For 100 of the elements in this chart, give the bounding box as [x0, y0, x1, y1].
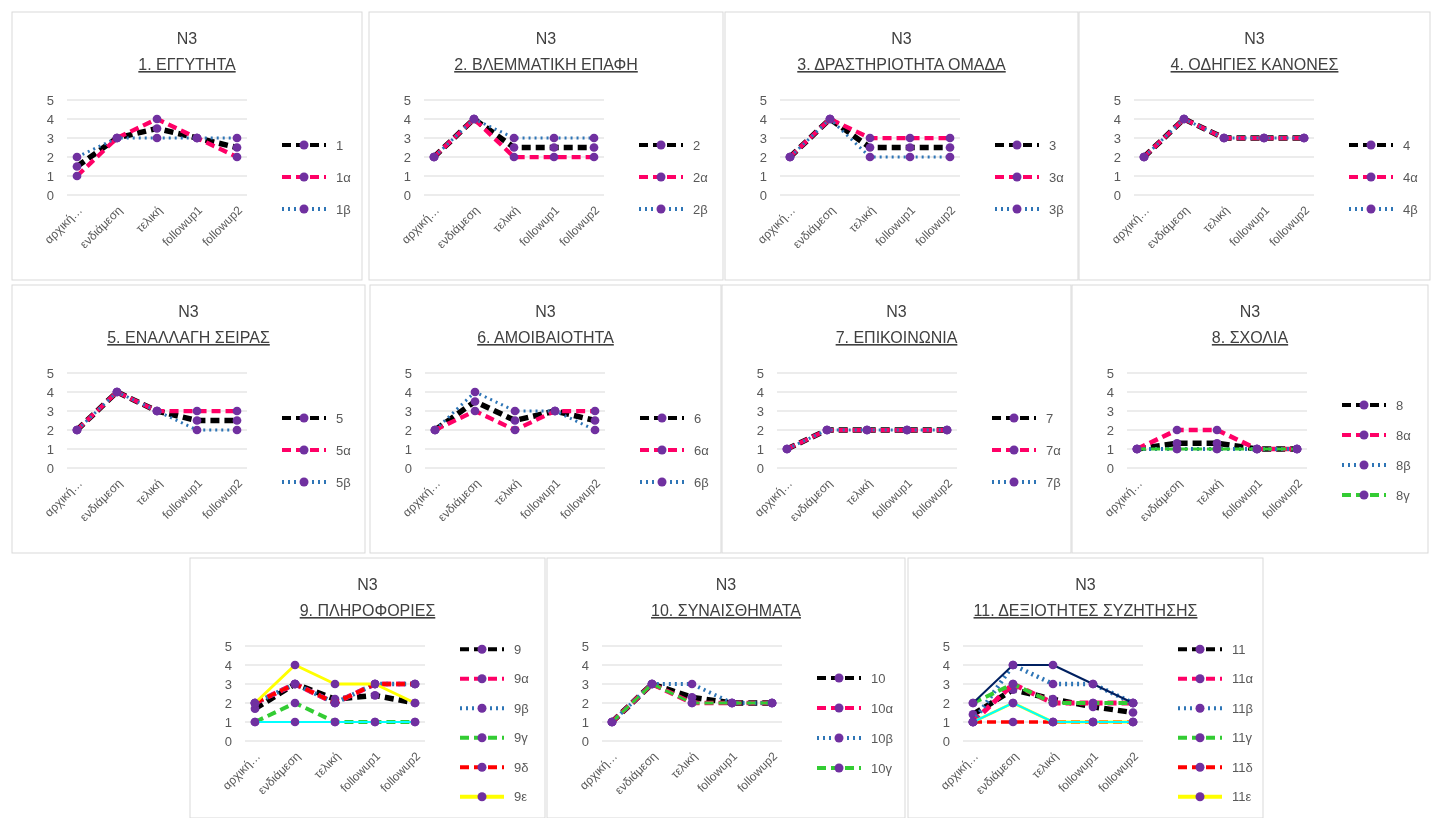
y-tick-label: 5 — [756, 365, 764, 381]
legend-label: 8 — [1396, 397, 1404, 413]
chart-subtitle: 1. ΕΓΓΥΤΗΤΑ — [138, 56, 236, 73]
legend-label: 6 — [694, 410, 702, 426]
legend-label: 2 — [693, 137, 701, 153]
y-tick-label: 4 — [224, 657, 232, 673]
y-tick-label: 1 — [46, 168, 54, 184]
chart-subtitle: 8. ΣΧΟΛΙΑ — [1211, 329, 1289, 346]
y-tick-label: 4 — [581, 657, 589, 673]
y-tick-label: 0 — [581, 733, 589, 749]
legend-label: 2β — [693, 201, 708, 217]
y-tick-label: 1 — [46, 441, 54, 457]
y-tick-label: 0 — [1113, 187, 1121, 203]
y-tick-label: 5 — [581, 638, 589, 654]
y-tick-label: 5 — [1106, 365, 1114, 381]
chart-subtitle: 4. ΟΔΗΓΙΕΣ ΚΑΝΟΝΕΣ — [1170, 56, 1339, 73]
y-tick-label: 4 — [1113, 111, 1121, 127]
legend-label: 11α — [1232, 671, 1254, 687]
y-tick-label: 2 — [403, 149, 411, 165]
legend-label: 11 — [1232, 641, 1246, 657]
legend-label: 9α — [514, 671, 530, 687]
y-tick-label: 5 — [224, 638, 232, 654]
chart-title: N3 — [886, 303, 907, 320]
chart-title: N3 — [1239, 303, 1261, 320]
chart-title: N3 — [1244, 30, 1265, 47]
legend-label: 9 — [514, 641, 522, 657]
legend-label: 3α — [1049, 169, 1065, 185]
y-tick-label: 1 — [1106, 441, 1114, 457]
chart-title: N3 — [715, 576, 737, 593]
y-tick-label: 3 — [759, 130, 767, 146]
y-tick-label: 2 — [756, 422, 764, 438]
legend-label: 10γ — [871, 760, 893, 776]
y-tick-label: 4 — [942, 657, 950, 673]
y-tick-label: 0 — [756, 460, 764, 476]
y-tick-label: 5 — [1113, 92, 1121, 108]
chart-title: N3 — [1075, 576, 1096, 593]
legend-label: 9δ — [514, 759, 529, 775]
chart-subtitle: 3. ΔΡΑΣΤΗΡΙΟΤΗΤΑ ΟΜΑΔΑ — [797, 56, 1007, 73]
y-tick-label: 3 — [581, 676, 589, 692]
legend-label: 1β — [336, 201, 351, 217]
chart-subtitle: 10. ΣΥΝΑΙΣΘΗΜΑΤΑ — [651, 602, 802, 619]
y-tick-label: 4 — [46, 384, 54, 400]
y-tick-label: 4 — [1106, 384, 1114, 400]
y-tick-label: 0 — [942, 733, 950, 749]
legend-label: 2α — [693, 169, 709, 185]
legend-label: 11ε — [1232, 789, 1252, 805]
legend-label: 5α — [336, 442, 352, 458]
y-tick-label: 2 — [46, 422, 54, 438]
y-tick-label: 3 — [404, 403, 412, 419]
y-tick-label: 0 — [46, 187, 54, 203]
y-tick-label: 3 — [942, 676, 950, 692]
legend-label: 4β — [1403, 201, 1418, 217]
y-tick-label: 5 — [46, 365, 54, 381]
y-tick-label: 0 — [403, 187, 411, 203]
legend-label: 7 — [1046, 410, 1054, 426]
y-tick-label: 3 — [1106, 403, 1114, 419]
chart-subtitle: 6. ΑΜΟΙΒΑΙΟΤΗΤΑ — [477, 329, 615, 346]
y-tick-label: 5 — [759, 92, 767, 108]
y-tick-label: 5 — [404, 365, 412, 381]
y-tick-label: 2 — [224, 695, 232, 711]
chart-subtitle: 7. ΕΠΙΚΟΙΝΩΝΙΑ — [835, 329, 958, 346]
legend-label: 6α — [694, 442, 710, 458]
chart-title: N3 — [176, 30, 198, 47]
y-tick-label: 0 — [224, 733, 232, 749]
y-tick-label: 1 — [942, 714, 950, 730]
legend-label: 1α — [336, 169, 352, 185]
legend-label: 11β — [1232, 700, 1253, 716]
chart-title: N3 — [178, 303, 199, 320]
y-tick-label: 5 — [942, 638, 950, 654]
y-tick-label: 4 — [756, 384, 764, 400]
y-tick-label: 0 — [1106, 460, 1114, 476]
legend-label: 4α — [1403, 169, 1419, 185]
legend-label: 9γ — [514, 730, 529, 746]
y-tick-label: 1 — [756, 441, 764, 457]
legend-label: 11δ — [1232, 759, 1253, 775]
y-tick-label: 3 — [224, 676, 232, 692]
y-tick-label: 3 — [403, 130, 411, 146]
y-tick-label: 1 — [404, 441, 412, 457]
y-tick-label: 0 — [404, 460, 412, 476]
y-tick-label: 2 — [759, 149, 767, 165]
legend-label: 5 — [336, 410, 344, 426]
chart-title: N3 — [535, 303, 556, 320]
y-tick-label: 1 — [403, 168, 411, 184]
y-tick-label: 4 — [403, 111, 411, 127]
chart-title: N3 — [357, 576, 378, 593]
y-tick-label: 2 — [1106, 422, 1114, 438]
y-tick-label: 5 — [46, 92, 54, 108]
y-tick-label: 0 — [759, 187, 767, 203]
chart-title: N3 — [891, 30, 912, 47]
legend-label: 9ε — [514, 789, 528, 805]
legend-label: 7β — [1046, 474, 1061, 490]
legend-label: 10β — [871, 730, 893, 746]
chart-subtitle: 9. ΠΛΗΡΟΦΟΡΙΕΣ — [299, 602, 436, 619]
legend-label: 11γ — [1232, 730, 1253, 746]
y-tick-label: 5 — [403, 92, 411, 108]
legend-label: 4 — [1403, 137, 1411, 153]
chart-subtitle: 2. ΒΛΕΜΜΑΤΙΚΗ ΕΠΑΦΗ — [454, 56, 638, 73]
chart-title: N3 — [535, 30, 557, 47]
legend-label: 8γ — [1396, 487, 1411, 503]
chart-subtitle: 5. ΕΝΑΛΛΑΓΗ ΣΕΙΡΑΣ — [107, 329, 270, 346]
